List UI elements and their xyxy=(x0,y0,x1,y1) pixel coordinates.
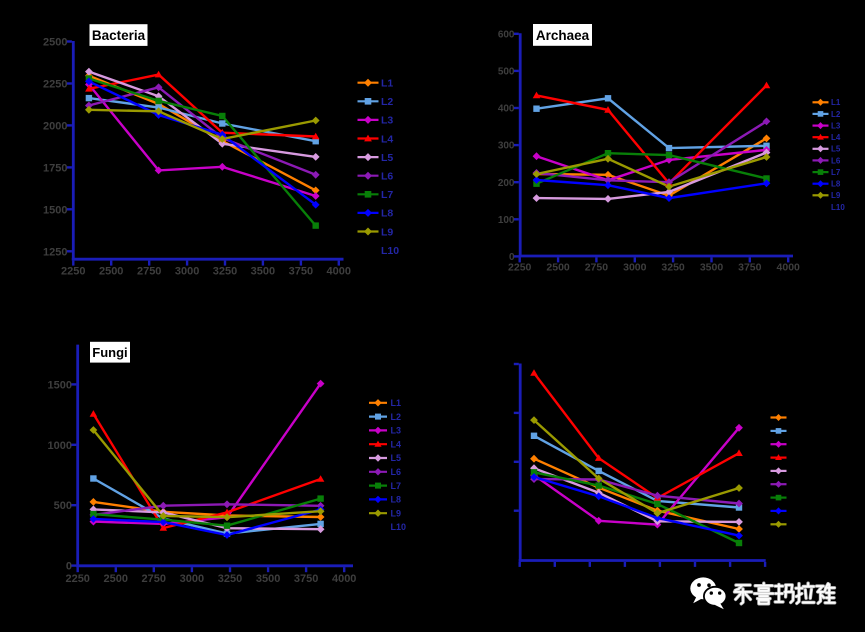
svg-text:2500: 2500 xyxy=(99,266,123,278)
svg-text:1500: 1500 xyxy=(48,379,72,391)
svg-text:3000: 3000 xyxy=(175,266,199,278)
svg-text:3500: 3500 xyxy=(251,266,275,278)
svg-text:L10: L10 xyxy=(391,522,407,532)
svg-text:3750: 3750 xyxy=(294,573,318,585)
svg-text:2750: 2750 xyxy=(142,573,166,585)
svg-text:L2: L2 xyxy=(391,412,402,422)
svg-text:400: 400 xyxy=(498,104,515,115)
svg-text:3250: 3250 xyxy=(218,573,242,585)
svg-text:L2: L2 xyxy=(831,110,841,119)
svg-text:L2: L2 xyxy=(381,96,393,108)
svg-text:1000: 1000 xyxy=(48,440,72,452)
svg-text:1500: 1500 xyxy=(43,204,67,216)
svg-text:L1: L1 xyxy=(391,398,402,408)
svg-text:3750: 3750 xyxy=(289,266,313,278)
svg-text:2750: 2750 xyxy=(585,262,609,274)
svg-text:L8: L8 xyxy=(381,208,393,220)
svg-text:L4: L4 xyxy=(391,439,402,449)
svg-text:2250: 2250 xyxy=(43,78,67,90)
svg-text:L4: L4 xyxy=(831,133,841,142)
svg-text:4000: 4000 xyxy=(327,266,351,278)
svg-text:3000: 3000 xyxy=(180,573,204,585)
svg-text:L1: L1 xyxy=(831,98,841,107)
svg-text:L8: L8 xyxy=(391,495,402,505)
svg-text:2500: 2500 xyxy=(546,262,570,274)
svg-text:L10: L10 xyxy=(381,245,399,257)
svg-text:2000: 2000 xyxy=(43,120,67,132)
svg-text:500: 500 xyxy=(54,500,72,512)
svg-text:2750: 2750 xyxy=(137,266,161,278)
svg-text:3000: 3000 xyxy=(623,262,647,274)
svg-text:L6: L6 xyxy=(391,467,402,477)
svg-text:4000: 4000 xyxy=(777,262,801,274)
svg-text:Bacteria: Bacteria xyxy=(92,28,146,43)
svg-text:2250: 2250 xyxy=(61,266,85,278)
svg-text:500: 500 xyxy=(498,67,515,78)
svg-text:L10: L10 xyxy=(831,203,845,212)
svg-text:L1: L1 xyxy=(381,78,393,90)
svg-text:3500: 3500 xyxy=(256,573,280,585)
svg-text:2250: 2250 xyxy=(508,262,532,274)
svg-text:L7: L7 xyxy=(381,189,393,201)
svg-text:0: 0 xyxy=(509,252,515,263)
svg-text:3250: 3250 xyxy=(213,266,237,278)
svg-text:Archaea: Archaea xyxy=(536,28,590,43)
svg-text:3750: 3750 xyxy=(738,262,762,274)
svg-text:L9: L9 xyxy=(831,191,841,200)
svg-text:L8: L8 xyxy=(831,180,841,189)
svg-text:2500: 2500 xyxy=(43,37,67,49)
svg-text:L6: L6 xyxy=(831,156,841,165)
svg-text:1750: 1750 xyxy=(43,162,67,174)
svg-text:3500: 3500 xyxy=(700,262,724,274)
svg-text:1250: 1250 xyxy=(43,246,67,258)
svg-text:0: 0 xyxy=(66,561,72,573)
svg-text:100: 100 xyxy=(498,215,515,226)
svg-text:600: 600 xyxy=(498,29,515,40)
svg-text:200: 200 xyxy=(498,178,515,189)
svg-text:L5: L5 xyxy=(391,453,402,463)
svg-text:L9: L9 xyxy=(391,508,402,518)
svg-text:300: 300 xyxy=(498,141,515,152)
svg-text:L7: L7 xyxy=(391,481,402,491)
svg-text:L4: L4 xyxy=(381,133,393,145)
svg-text:L5: L5 xyxy=(831,145,841,154)
svg-text:2500: 2500 xyxy=(104,573,128,585)
svg-text:L3: L3 xyxy=(381,115,393,127)
svg-text:4000: 4000 xyxy=(332,573,356,585)
svg-text:L9: L9 xyxy=(381,226,393,238)
svg-text:2250: 2250 xyxy=(65,573,89,585)
svg-text:L3: L3 xyxy=(831,121,841,130)
svg-text:L5: L5 xyxy=(381,152,393,164)
svg-text:3250: 3250 xyxy=(661,262,685,274)
svg-text:L6: L6 xyxy=(381,171,393,183)
svg-text:L3: L3 xyxy=(391,426,402,436)
svg-text:Fungi: Fungi xyxy=(92,345,127,360)
svg-text:L7: L7 xyxy=(831,168,841,177)
